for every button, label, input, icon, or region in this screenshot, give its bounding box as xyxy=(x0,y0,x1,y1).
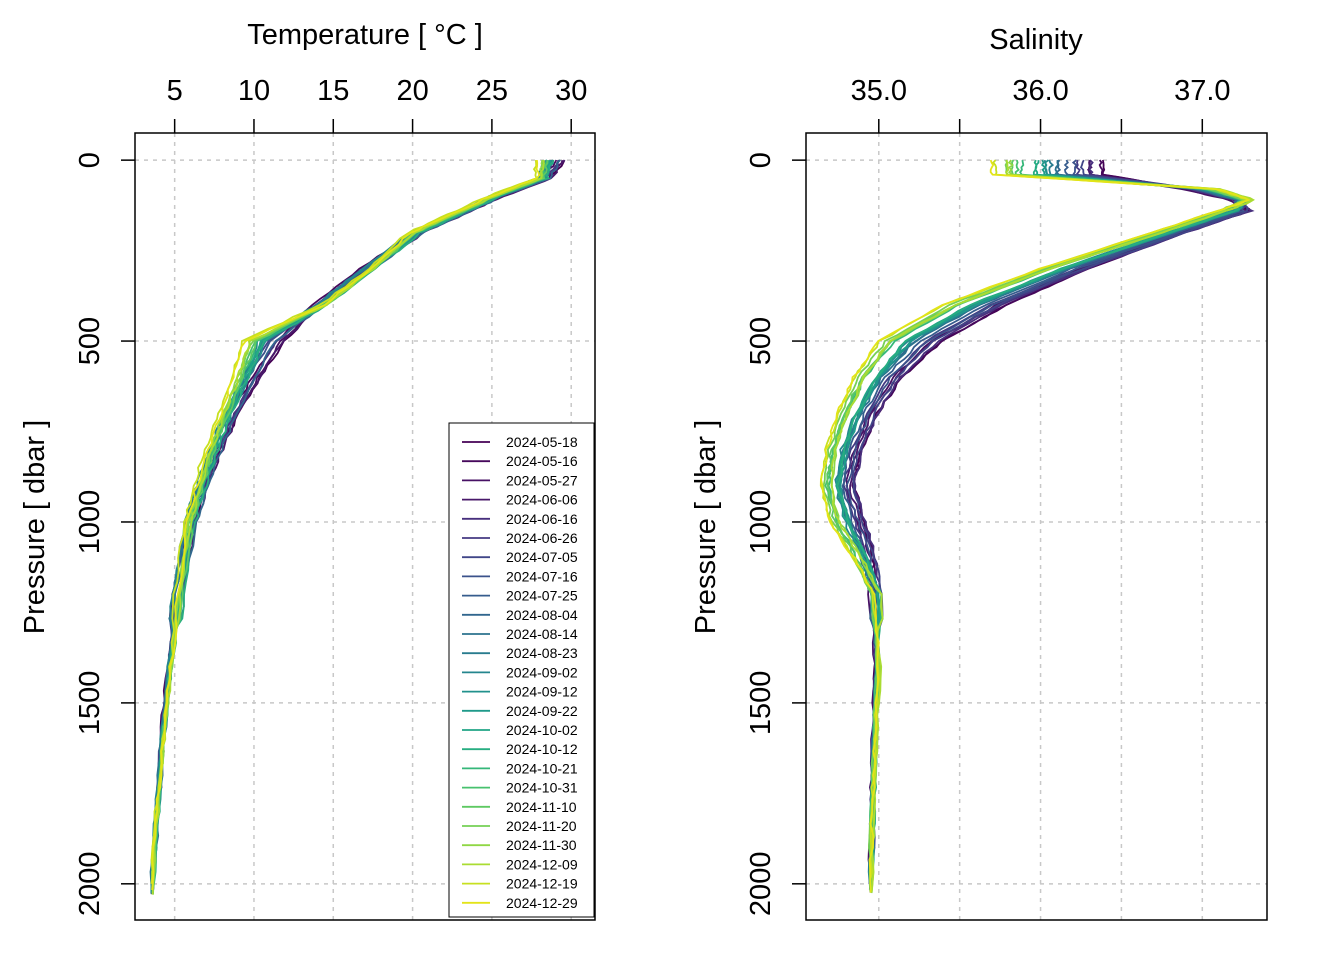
temperature-profile-line xyxy=(151,160,541,891)
legend-label: 2024-12-19 xyxy=(506,876,578,892)
salinity-x-tick-label: 37.0 xyxy=(1174,75,1230,107)
legend-label: 2024-08-04 xyxy=(506,607,578,623)
legend-label: 2024-07-25 xyxy=(506,588,578,604)
legend: 2024-05-18 2024-05-16 2024-05-27 2024-06-06… xyxy=(448,422,595,918)
legend-label: 2024-06-06 xyxy=(506,492,578,508)
temperature-y-axis: 0 500 1000 1500 2000 xyxy=(74,152,135,916)
salinity-profiles xyxy=(819,159,1255,894)
temperature-y-tick-label: 1500 xyxy=(74,671,106,736)
legend-label: 2024-08-14 xyxy=(506,626,578,642)
salinity-y-tick-label: 1000 xyxy=(745,490,777,555)
legend-label: 2024-10-12 xyxy=(506,741,578,757)
temperature-x-tick-label: 30 xyxy=(555,75,587,107)
salinity-x-axis-title: Salinity xyxy=(989,24,1083,56)
salinity-y-tick-label: 0 xyxy=(745,152,777,168)
salinity-y-tick-label: 500 xyxy=(745,317,777,365)
temperature-x-tick-label: 15 xyxy=(317,75,349,107)
temperature-x-tick-label: 5 xyxy=(167,75,183,107)
temperature-panel: 5 10 15 20 25 30 0 500 1000 1500 2000 Temperature… xyxy=(19,19,596,921)
legend-label: 2024-10-21 xyxy=(506,760,578,776)
legend-label: 2024-05-27 xyxy=(506,472,578,488)
legend-label: 2024-07-16 xyxy=(506,568,578,584)
temperature-y-tick-label: 2000 xyxy=(74,852,106,917)
legend-label: 2024-08-23 xyxy=(506,645,578,661)
legend-label: 2024-07-05 xyxy=(506,549,578,565)
temperature-x-tick-label: 10 xyxy=(238,75,270,107)
legend-label: 2024-12-09 xyxy=(506,856,578,872)
salinity-y-tick-label: 2000 xyxy=(745,852,777,917)
temperature-x-tick-label: 20 xyxy=(396,75,428,107)
salinity-plot-frame xyxy=(805,132,1268,921)
salinity-profile-line xyxy=(824,159,1247,887)
salinity-x-tick-label: 35.0 xyxy=(851,75,907,107)
temperature-y-tick-label: 500 xyxy=(74,317,106,365)
salinity-y-axis: 0 500 1000 1500 2000 xyxy=(745,152,806,916)
salinity-profile-line xyxy=(819,159,1250,882)
temperature-plot-frame xyxy=(134,132,596,921)
legend-label: 2024-09-22 xyxy=(506,703,578,719)
temperature-y-tick-label: 1000 xyxy=(74,490,106,555)
legend-label: 2024-12-29 xyxy=(506,895,578,911)
legend-label: 2024-11-30 xyxy=(506,837,577,853)
legend-label: 2024-10-02 xyxy=(506,722,578,738)
legend-label: 2024-09-02 xyxy=(506,664,578,680)
legend-label: 2024-06-16 xyxy=(506,511,578,527)
legend-label: 2024-05-16 xyxy=(506,453,578,469)
salinity-x-tick-label: 36.0 xyxy=(1012,75,1068,107)
salinity-profile-line xyxy=(827,159,1244,886)
salinity-x-axis: 35.0 36.0 37.0 xyxy=(851,75,1231,133)
salinity-y-tick-label: 1500 xyxy=(745,671,777,736)
salinity-profile-line xyxy=(820,159,1252,893)
legend-label: 2024-10-31 xyxy=(506,780,578,796)
temperature-x-axis: 5 10 15 20 25 30 xyxy=(167,75,587,133)
salinity-y-axis-title: Pressure [ dbar ] xyxy=(690,420,722,634)
legend-label: 2024-09-12 xyxy=(506,684,578,700)
legend-box xyxy=(448,422,595,918)
legend-label: 2024-11-10 xyxy=(506,799,577,815)
temperature-profiles xyxy=(149,159,566,895)
temperature-x-tick-label: 25 xyxy=(476,75,508,107)
temperature-y-axis-title: Pressure [ dbar ] xyxy=(19,420,51,634)
legend-label: 2024-11-20 xyxy=(506,818,577,834)
salinity-profile-line xyxy=(830,159,1255,892)
legend-label: 2024-05-18 xyxy=(506,434,578,450)
salinity-panel: 35.0 36.0 37.0 0 500 1000 1500 2000 Salinity P… xyxy=(690,24,1268,921)
temperature-y-tick-label: 0 xyxy=(74,152,106,168)
temperature-x-axis-title: Temperature [ °C ] xyxy=(247,19,483,51)
legend-label: 2024-06-26 xyxy=(506,530,578,546)
